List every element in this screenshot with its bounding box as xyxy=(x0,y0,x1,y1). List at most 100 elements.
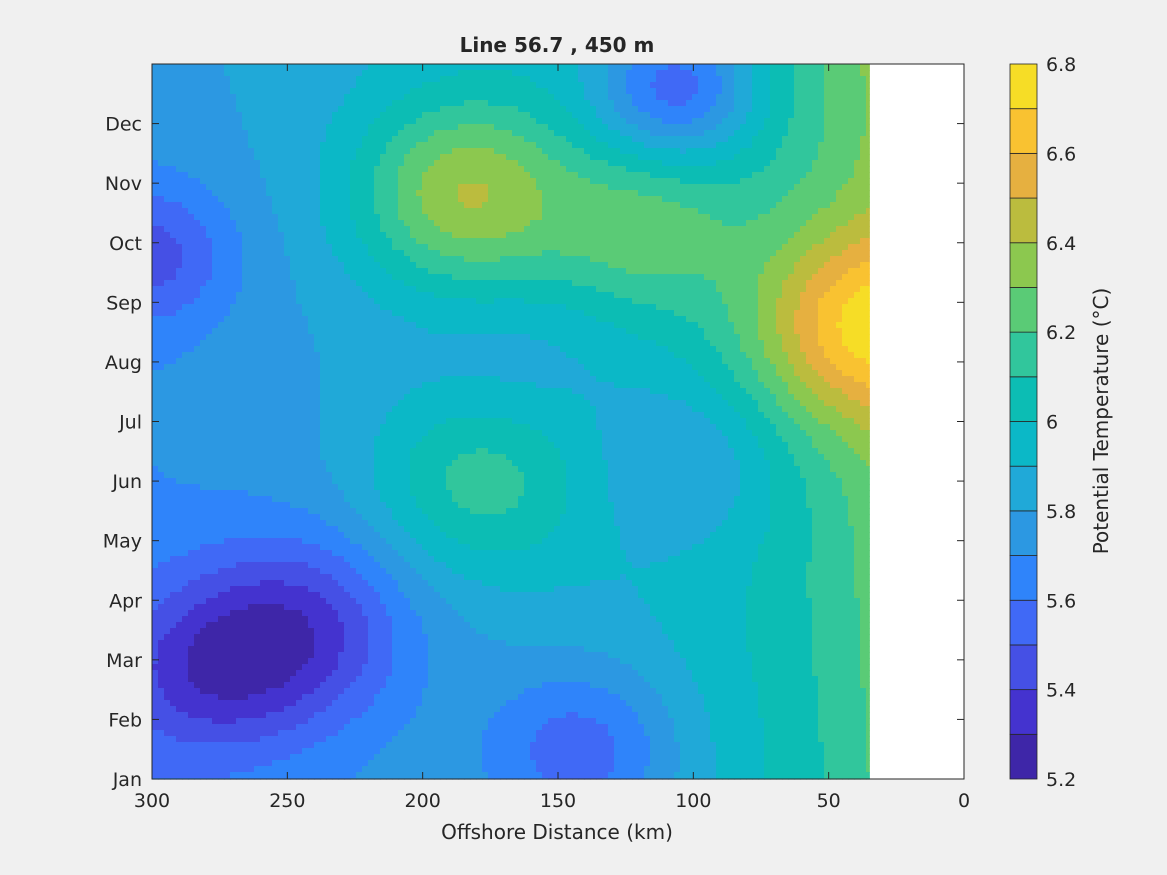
field-cell xyxy=(776,112,783,119)
field-cell xyxy=(638,238,645,245)
field-cell xyxy=(710,82,717,89)
field-cell xyxy=(692,232,699,239)
field-cell xyxy=(806,88,813,95)
field-cell xyxy=(296,190,303,197)
field-cell xyxy=(506,268,513,275)
field-cell xyxy=(734,262,741,269)
field-cell xyxy=(482,100,489,107)
field-cell xyxy=(782,226,789,233)
field-cell xyxy=(368,64,375,71)
field-cell xyxy=(152,286,159,293)
field-cell xyxy=(674,166,681,173)
field-cell xyxy=(770,292,777,299)
field-cell xyxy=(362,178,369,185)
field-cell xyxy=(608,82,615,89)
field-cell xyxy=(860,244,867,251)
field-cell xyxy=(266,106,273,113)
field-cell xyxy=(602,64,609,71)
field-cell xyxy=(650,256,657,263)
field-cell xyxy=(332,262,339,269)
field-cell xyxy=(584,250,591,257)
field-cell xyxy=(182,196,189,203)
field-cell xyxy=(152,136,159,143)
field-cell xyxy=(686,196,693,203)
field-cell xyxy=(350,124,357,131)
field-cell xyxy=(848,268,855,275)
field-cell xyxy=(266,220,273,227)
field-cell xyxy=(620,82,627,89)
field-cell xyxy=(476,94,483,101)
field-cell xyxy=(428,136,435,143)
field-cell xyxy=(176,124,183,131)
field-cell xyxy=(824,208,831,215)
field-cell xyxy=(722,100,729,107)
field-cell xyxy=(590,256,597,263)
field-cell xyxy=(512,196,519,203)
field-cell xyxy=(854,262,861,269)
field-cell xyxy=(410,310,417,317)
field-cell xyxy=(494,286,501,293)
field-cell xyxy=(452,70,459,77)
field-cell xyxy=(584,268,591,275)
field-cell xyxy=(566,220,573,227)
field-cell xyxy=(812,274,819,281)
field-cell xyxy=(392,214,399,221)
field-cell xyxy=(224,262,231,269)
field-cell xyxy=(596,226,603,233)
field-cell xyxy=(518,76,525,83)
field-cell xyxy=(680,184,687,191)
field-cell xyxy=(602,202,609,209)
field-cell xyxy=(536,256,543,263)
field-cell xyxy=(656,118,663,125)
field-cell xyxy=(626,142,633,149)
field-cell xyxy=(326,190,333,197)
field-cell xyxy=(278,112,285,119)
field-cell xyxy=(236,142,243,149)
field-cell xyxy=(212,232,219,239)
field-cell xyxy=(842,238,849,245)
field-cell xyxy=(476,106,483,113)
field-cell xyxy=(572,160,579,167)
field-cell xyxy=(404,262,411,269)
field-cell xyxy=(200,112,207,119)
field-cell xyxy=(788,184,795,191)
field-cell xyxy=(218,286,225,293)
field-cell xyxy=(788,154,795,161)
field-cell xyxy=(848,226,855,233)
field-cell xyxy=(632,232,639,239)
field-cell xyxy=(362,220,369,227)
field-cell xyxy=(452,172,459,179)
field-cell xyxy=(452,118,459,125)
field-cell xyxy=(284,136,291,143)
field-cell xyxy=(332,202,339,209)
field-cell xyxy=(452,292,459,299)
field-cell xyxy=(758,208,765,215)
field-cell xyxy=(734,184,741,191)
field-cell xyxy=(860,142,867,149)
field-cell xyxy=(518,94,525,101)
field-cell xyxy=(506,118,513,125)
field-cell xyxy=(428,262,435,269)
field-cell xyxy=(680,208,687,215)
field-cell xyxy=(428,64,435,71)
field-cell xyxy=(746,214,753,221)
field-cell xyxy=(254,274,261,281)
field-cell xyxy=(170,154,177,161)
field-cell xyxy=(476,88,483,95)
field-cell xyxy=(620,184,627,191)
field-cell xyxy=(734,244,741,251)
field-cell xyxy=(374,178,381,185)
field-cell xyxy=(752,130,759,137)
field-cell xyxy=(272,238,279,245)
field-cell xyxy=(740,82,747,89)
field-cell xyxy=(632,286,639,293)
field-cell xyxy=(302,286,309,293)
field-cell xyxy=(572,142,579,149)
field-cell xyxy=(686,184,693,191)
field-cell xyxy=(452,244,459,251)
field-cell xyxy=(290,70,297,77)
field-cell xyxy=(476,196,483,203)
field-cell xyxy=(320,232,327,239)
field-cell xyxy=(326,244,333,251)
field-cell xyxy=(278,154,285,161)
